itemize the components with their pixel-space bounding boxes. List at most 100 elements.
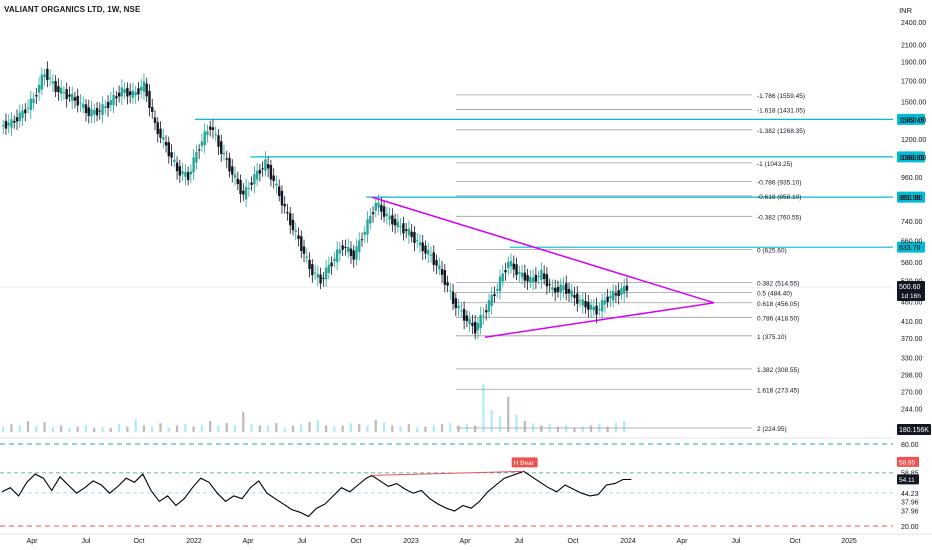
candle-up xyxy=(578,300,582,302)
candle-down xyxy=(523,272,527,281)
volume-bar xyxy=(573,427,576,432)
fib-level-label: -1.618 (1431.05) xyxy=(757,107,805,114)
candle-down xyxy=(534,274,538,282)
candle-down xyxy=(576,293,579,304)
price-tick-label: 1200.00 xyxy=(901,137,926,144)
candle-down xyxy=(197,149,201,151)
candle-down xyxy=(24,109,27,114)
candle-down xyxy=(286,211,289,214)
current-price-badge xyxy=(897,281,925,302)
volume-bar xyxy=(109,428,112,432)
candle-down xyxy=(126,87,129,97)
candle-down xyxy=(250,182,253,185)
candle-down xyxy=(567,288,571,294)
candle-up xyxy=(79,102,82,104)
candle-up xyxy=(623,285,626,294)
triangle-upper-trendline xyxy=(371,196,715,304)
candle-up xyxy=(255,170,259,180)
price-tick-label: 1500.00 xyxy=(901,99,926,106)
volume-bar xyxy=(523,421,526,432)
volume-bar xyxy=(167,427,170,432)
volume-bar xyxy=(101,427,104,432)
candle-down xyxy=(209,126,212,130)
candle-up xyxy=(51,81,55,84)
candle-down xyxy=(617,290,620,297)
candle-up xyxy=(140,86,143,91)
fib-level-label: 1.618 (273.45) xyxy=(757,387,799,394)
candle-up xyxy=(366,219,369,235)
candle-down xyxy=(73,97,77,101)
price-tick-label: 580.00 xyxy=(901,260,923,267)
price-tick-label: 2400.00 xyxy=(901,20,926,27)
candle-up xyxy=(355,246,358,260)
candle-down xyxy=(68,94,71,97)
current-price-label: 500.60 xyxy=(899,284,921,291)
volume-badge-label: 180.156K xyxy=(899,427,929,434)
fib-level-label: 0.618 (456.05) xyxy=(757,301,799,308)
candle-down xyxy=(117,92,121,97)
candle-down xyxy=(164,141,168,146)
candle-down xyxy=(217,135,220,147)
candle-down xyxy=(35,95,38,97)
volume-bar xyxy=(76,426,79,432)
candle-down xyxy=(413,232,416,243)
triangle-pattern xyxy=(371,196,715,338)
candle-up xyxy=(531,277,535,282)
volume-bar xyxy=(382,422,386,432)
candle-down xyxy=(236,178,239,185)
candle-down xyxy=(440,269,444,275)
volume-bar xyxy=(473,425,477,432)
volume-badge xyxy=(897,424,931,435)
price-tick-label: 244.00 xyxy=(901,407,923,414)
candle-down xyxy=(115,96,118,99)
candle-up xyxy=(509,260,513,267)
candle-down xyxy=(322,277,325,279)
candle-down xyxy=(446,282,449,286)
rsi-tick-label: 37.96 xyxy=(901,499,919,506)
candle-down xyxy=(311,264,314,276)
candle-up xyxy=(388,215,391,220)
volume-bar xyxy=(233,425,237,432)
volume-bar xyxy=(407,424,411,432)
level-badge xyxy=(897,191,925,203)
volume-bar xyxy=(308,422,311,432)
volume-bar xyxy=(291,425,295,432)
candle-up xyxy=(324,267,328,280)
level-badge-label: 1080.85 xyxy=(899,155,924,162)
volume-bar xyxy=(300,424,303,432)
price-tick-label: 740.00 xyxy=(901,219,923,226)
triangle-lower-trendline xyxy=(484,302,715,338)
candle-down xyxy=(128,91,132,96)
candle-up xyxy=(407,228,411,236)
candle-up xyxy=(109,100,113,106)
candle-up xyxy=(537,276,540,278)
candle-down xyxy=(269,165,273,180)
candle-down xyxy=(156,122,159,135)
price-tick-label: 1700.00 xyxy=(901,78,926,85)
candle-up xyxy=(90,109,93,117)
candle-up xyxy=(507,261,510,269)
candle-down xyxy=(556,286,560,292)
candle-up xyxy=(520,272,524,278)
candle-up xyxy=(294,230,297,232)
candle-down xyxy=(167,142,170,157)
candle-up xyxy=(598,308,601,310)
candle-up xyxy=(562,285,565,291)
candle-up xyxy=(200,141,204,146)
volume-bar xyxy=(35,425,38,432)
time-tick-label: Oct xyxy=(790,538,801,545)
volume-bar xyxy=(358,424,361,432)
time-tick-label: Jul xyxy=(515,538,524,545)
time-tick-label: Jul xyxy=(732,538,741,545)
candle-down xyxy=(228,157,231,172)
candle-down xyxy=(493,294,496,296)
divergence-badge xyxy=(511,457,538,468)
candle-up xyxy=(418,242,422,246)
candle-up xyxy=(498,276,502,292)
fib-level-label: 1 (375.10) xyxy=(757,334,787,341)
volume-bar xyxy=(283,427,286,432)
level-badge xyxy=(897,241,925,253)
time-tick-label: 2023 xyxy=(403,538,419,545)
volume-bar xyxy=(623,421,626,432)
